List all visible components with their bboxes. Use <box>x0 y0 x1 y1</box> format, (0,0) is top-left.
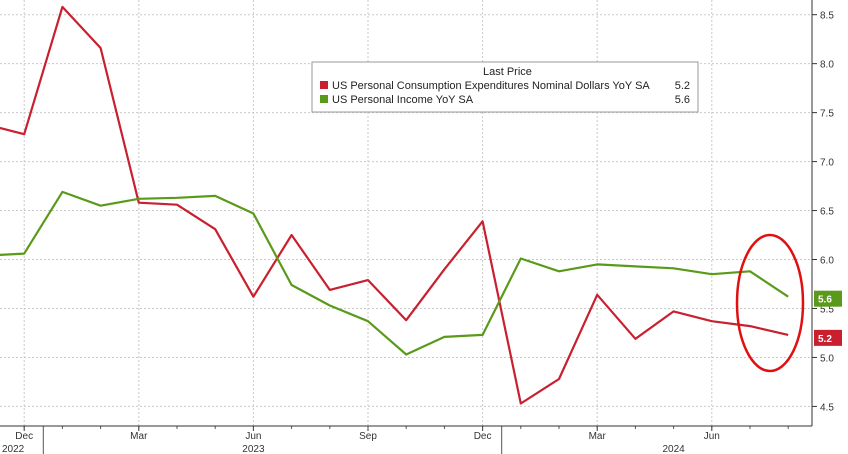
legend-series-name: US Personal Income YoY SA <box>332 94 474 106</box>
y-tick-label: 6.0 <box>820 256 834 267</box>
x-tick-label: Jun <box>704 431 720 442</box>
legend: Last Price US Personal Consumption Expend… <box>311 61 699 113</box>
y-tick-label: 4.5 <box>820 402 834 413</box>
x-tick-label: Dec <box>15 431 33 442</box>
highlight-ellipse <box>735 233 805 373</box>
x-tick-label: Sep <box>359 431 377 442</box>
x-tick-label: Jun <box>245 431 261 442</box>
x-tick-label: Mar <box>130 431 148 442</box>
legend-series-value: 5.6 <box>675 94 690 106</box>
legend-series-name: US Personal Consumption Expenditures Nom… <box>332 80 650 92</box>
series-lines <box>0 5 789 405</box>
y-tick-label: 6.5 <box>820 207 834 218</box>
year-label: 2022 <box>2 444 25 454</box>
pce-series-line <box>0 5 789 405</box>
legend-swatch <box>320 95 328 103</box>
badge-label: 5.6 <box>818 295 832 306</box>
y-tick-label: 8.5 <box>820 11 834 22</box>
pce-last-value-badge: 5.2 <box>814 329 842 346</box>
legend-title: Last Price <box>483 66 532 78</box>
y-tick-label: 7.0 <box>820 158 834 169</box>
legend-box <box>311 61 699 113</box>
y-tick-label: 5.0 <box>820 353 834 364</box>
legend-swatch <box>320 81 328 89</box>
x-tick-label: Mar <box>589 431 607 442</box>
y-tick-label: 8.0 <box>820 60 834 71</box>
income-series-line <box>0 190 789 356</box>
year-label: 2023 <box>242 444 265 454</box>
legend-series-value: 5.2 <box>675 80 690 92</box>
annotations: 5.2 5.6 <box>735 233 842 373</box>
y-tick-label: 7.5 <box>820 109 834 120</box>
year-label: 2024 <box>662 444 685 454</box>
badge-label: 5.2 <box>818 334 832 345</box>
x-tick-label: Dec <box>474 431 492 442</box>
badge-background <box>814 290 842 307</box>
badge-background <box>814 329 842 346</box>
income-last-value-badge: 5.6 <box>814 290 842 307</box>
y-tick-label: 5.5 <box>820 304 834 315</box>
